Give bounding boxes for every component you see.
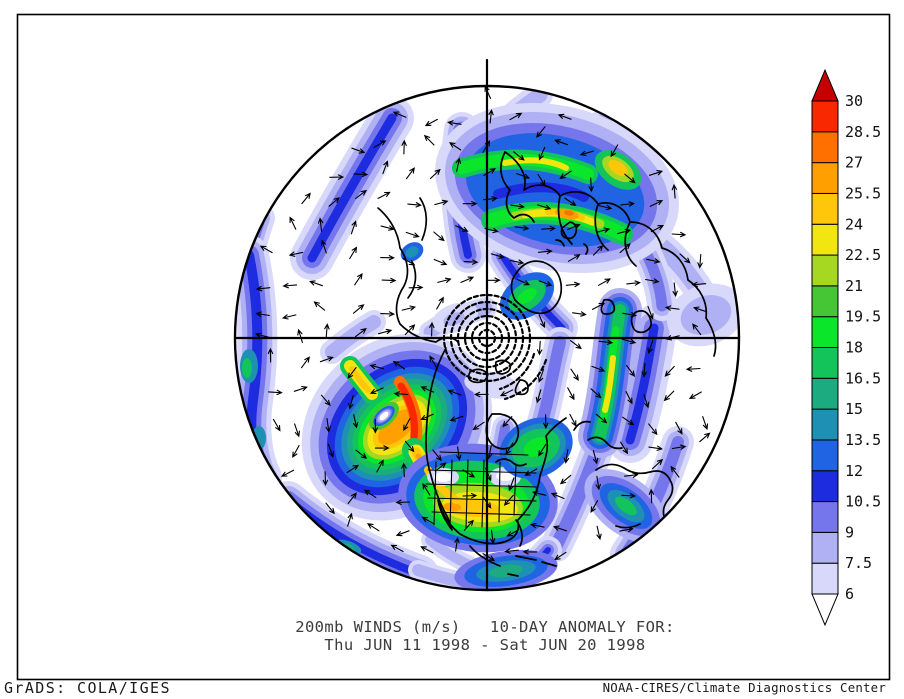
colorbar-segment [812, 378, 838, 409]
colorbar-tick-label: 25.5 [845, 184, 881, 202]
colorbar-segment [812, 532, 838, 563]
colorbar-tick-label: 30 [845, 92, 863, 110]
colorbar-segment [812, 132, 838, 163]
colorbar-arrow-below-min [812, 594, 838, 625]
colorbar-tick-label: 27 [845, 154, 863, 172]
colorbar-segment [812, 286, 838, 317]
colorbar-tick-label: 12 [845, 462, 863, 480]
colorbar-tick-label: 22.5 [845, 246, 881, 264]
colorbar-arrow-above-max [812, 70, 838, 101]
colorbar-tick-label: 18 [845, 339, 863, 357]
chart-title-line1: 200mb WINDS (m/s) 10-DAY ANOMALY FOR: [295, 618, 675, 636]
colorbar-tick-label: 6 [845, 585, 854, 603]
colorbar-tick-label: 13.5 [845, 431, 881, 449]
colorbar-segment [812, 163, 838, 194]
colorbar-tick-label: 15 [845, 400, 863, 418]
colorbar-tick-label: 24 [845, 215, 863, 233]
central-asia-streak [600, 310, 620, 436]
grads-plot-page: 6 7.5 9 10.5 12 13.5 15 16.5 18 19.5 21 22.5 24 25.5 2… [0, 0, 904, 699]
colorbar-tick-label: 10.5 [845, 493, 881, 511]
colorbar-tick-label: 28.5 [845, 123, 881, 141]
colorbar-tick-label: 21 [845, 277, 863, 295]
colorbar-segment [812, 317, 838, 348]
colorbar-tick-label: 7.5 [845, 554, 872, 572]
colorbar: 6 7.5 9 10.5 12 13.5 15 16.5 18 19.5 21 22.5 24 25.5 2… [812, 70, 881, 625]
colorbar-tick-label: 19.5 [845, 308, 881, 326]
colorbar-segment [812, 255, 838, 286]
colorbar-tick-label: 16.5 [845, 369, 881, 387]
polar-map [230, 60, 754, 600]
colorbar-segment [812, 471, 838, 502]
colorbar-segment [812, 409, 838, 440]
colorbar-segment [812, 193, 838, 224]
colorbar-segment [812, 224, 838, 255]
colorbar-segment [812, 348, 838, 379]
colorbar-segment [812, 101, 838, 132]
footer-credit-noaa: NOAA-CIRES/Climate Diagnostics Center [603, 680, 886, 695]
footer-credit-grads: GrADS: COLA/IGES [4, 679, 171, 697]
colorbar-segment [812, 502, 838, 533]
wind-anomaly-figure: 6 7.5 9 10.5 12 13.5 15 16.5 18 19.5 21 22.5 24 25.5 2… [0, 0, 904, 699]
colorbar-segment [812, 563, 838, 594]
colorbar-tick-label: 9 [845, 523, 854, 541]
chart-title-line2: Thu JUN 11 1998 - Sat JUN 20 1998 [324, 636, 645, 654]
colorbar-segment [812, 440, 838, 471]
